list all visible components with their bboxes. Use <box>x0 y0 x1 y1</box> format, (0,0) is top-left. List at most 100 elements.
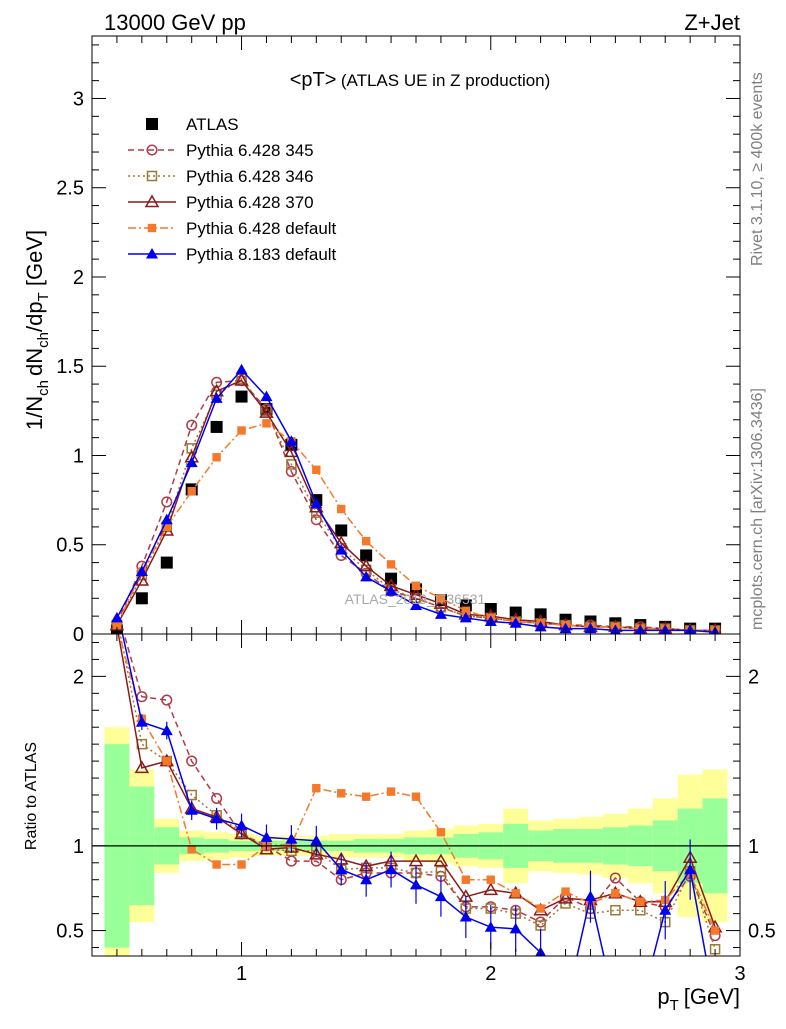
main-point-1-8 <box>310 514 322 526</box>
chart-title-main: <pT> <box>290 69 337 91</box>
legend-entry-3: Pythia 6.428 370 <box>128 193 314 212</box>
ratio-point-0-20 <box>609 872 621 884</box>
y-axis-label: 1/NchdNch/dpT [GeV] <box>22 230 52 430</box>
ratio-point-4-2 <box>160 724 173 736</box>
chart-title-sub: (ATLAS UE in Z production) <box>341 71 550 90</box>
main-point-4-9 <box>337 504 346 514</box>
main-point-5-5 <box>235 363 248 375</box>
main-point-0-4 <box>210 420 223 433</box>
ratio-series-4 <box>121 634 707 1012</box>
ratio-point-3-21 <box>636 897 645 906</box>
main-point-3-6 <box>259 405 274 418</box>
ratio-ytick-label-right: 2 <box>748 666 759 688</box>
ratio-point-0-4 <box>211 792 223 804</box>
ratio-point-0-2 <box>161 694 173 706</box>
ratio-panel-axes: 0.5 0.5 1 1 2 2 1 2 3 <box>56 633 776 985</box>
ratio-point-3-16 <box>511 889 520 898</box>
main-ytick-label: 2 <box>73 267 84 289</box>
ratio-xtick-label: 3 <box>734 963 745 985</box>
main-point-4-3 <box>187 486 196 496</box>
ratio-y-label: Ratio to ATLAS <box>23 742 40 850</box>
main-point-3-7 <box>284 444 299 458</box>
ratio-ytick-label-left: 1 <box>73 836 84 858</box>
ratio-point-3-11 <box>386 787 396 796</box>
x-axis-label: pT [GeV] <box>657 984 740 1014</box>
ratio-point-4-4 <box>210 812 223 824</box>
legend-entry-5: Pythia 8.183 default <box>128 245 337 264</box>
main-point-4-0 <box>112 620 122 630</box>
ratio-point-4-5 <box>235 819 248 831</box>
ratio-line-0 <box>123 634 716 936</box>
ratio-point-2-18 <box>558 890 573 904</box>
ratio-ytick-label-right: 0.5 <box>748 921 776 943</box>
main-point-5-17 <box>534 620 547 632</box>
main-ytick-label: 3 <box>73 88 84 110</box>
main-point-4-13 <box>436 594 446 603</box>
ratio-point-4-13 <box>434 890 447 902</box>
ratio-point-2-1 <box>134 760 150 774</box>
main-point-5-10 <box>360 570 373 582</box>
ratio-point-4-9 <box>335 863 348 875</box>
ratio-point-3-9 <box>337 789 346 798</box>
main-ytick-label: 0 <box>73 624 84 646</box>
main-point-5-14 <box>459 611 472 623</box>
legend-label-4: Pythia 6.428 default <box>186 219 337 238</box>
main-point-2-3 <box>186 443 197 454</box>
main-point-5-12 <box>410 599 422 610</box>
header-left: 13000 GeV pp <box>104 10 246 35</box>
ratio-point-4-3 <box>185 804 198 815</box>
main-point-5-13 <box>434 608 447 619</box>
ratio-point-1-20 <box>610 904 621 916</box>
main-point-4-5 <box>237 426 246 435</box>
main-point-4-4 <box>212 453 221 462</box>
main-point-4-10 <box>361 536 371 546</box>
main-point-5-11 <box>385 585 398 596</box>
ratio-point-2-5 <box>234 826 249 840</box>
main-point-0-9 <box>335 524 348 537</box>
legend-label-2: Pythia 6.428 346 <box>186 167 314 186</box>
ratio-point-4-18 <box>560 1001 572 1012</box>
legend-marker-4 <box>147 223 157 233</box>
mcplots-note: mcplots.cern.ch [arXiv:1306.3436] <box>749 388 766 630</box>
ratio-ytick-label-left: 0.5 <box>56 921 84 943</box>
ratio-point-3-2 <box>162 756 171 766</box>
legend-marker-3 <box>144 194 160 208</box>
legend-entry-4: Pythia 6.428 default <box>128 219 337 238</box>
main-point-1-4 <box>211 376 223 388</box>
ratio-point-0-3 <box>186 755 198 767</box>
ratio-point-2-8 <box>309 846 324 860</box>
ratio-point-4-19 <box>584 890 597 902</box>
ratio-point-3-12 <box>411 792 421 801</box>
ratio-point-3-14 <box>461 875 471 884</box>
main-point-5-1 <box>135 565 148 577</box>
main-point-5-6 <box>260 390 273 402</box>
ratio-point-4-20 <box>609 1001 621 1012</box>
ratio-point-4-11 <box>385 863 398 875</box>
main-ytick-label: 1 <box>73 445 84 467</box>
ratio-point-4-23 <box>684 863 697 875</box>
ratio-point-4-22 <box>659 904 672 915</box>
ratio-point-3-3 <box>187 845 196 854</box>
ratio-point-4-21 <box>634 1001 646 1012</box>
ratio-point-0-7 <box>285 855 297 867</box>
main-point-3-5 <box>234 373 249 386</box>
main-point-5-4 <box>210 392 223 403</box>
ratio-point-3-17 <box>536 904 545 913</box>
ratio-point-4-10 <box>360 873 373 885</box>
ratio-xtick-label: 1 <box>236 963 247 985</box>
ratio-point-3-15 <box>486 875 495 884</box>
ratio-point-3-18 <box>561 887 570 896</box>
ratio-point-3-8 <box>312 784 321 793</box>
ratio-point-2-12 <box>408 853 424 867</box>
chart-title: <pT> (ATLAS UE in Z production) <box>290 69 551 91</box>
main-point-1-3 <box>186 419 198 431</box>
main-point-4-6 <box>262 419 271 428</box>
main-point-0-2 <box>160 556 173 569</box>
main-ytick-label: 1.5 <box>56 356 84 378</box>
main-line-1 <box>116 379 716 632</box>
main-point-4-8 <box>312 465 321 474</box>
ratio-point-3-20 <box>611 889 620 898</box>
legend-marker-5 <box>146 248 158 259</box>
ratio-point-3-10 <box>361 792 371 801</box>
